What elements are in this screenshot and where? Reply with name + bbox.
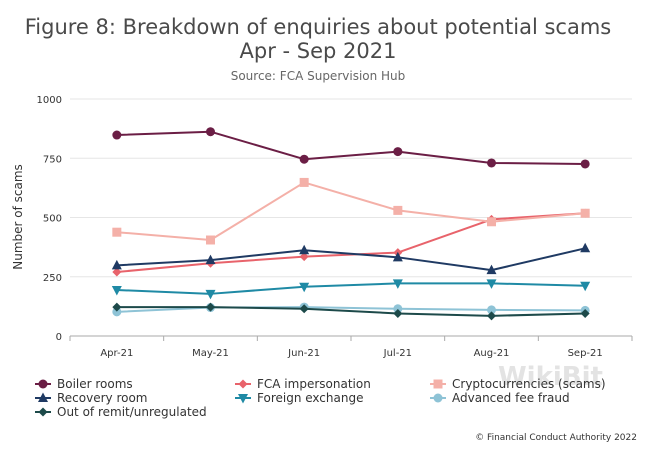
data-point [393, 147, 403, 157]
legend-marker [38, 379, 48, 389]
data-point [580, 208, 590, 218]
x-tick-label: Sep-21 [568, 348, 603, 359]
data-point [111, 259, 122, 270]
chart-title: Figure 8: Breakdown of enquiries about p… [25, 15, 612, 39]
data-point [206, 302, 215, 312]
data-point [112, 267, 122, 277]
legend: Boiler rooms FCA impersonation Cryptocurre… [35, 377, 606, 419]
y-axis-title: Number of scams [11, 164, 25, 270]
series-line [116, 282, 586, 295]
series-line [116, 212, 586, 274]
legend-label: Recovery room [57, 391, 148, 405]
data-point [487, 311, 496, 321]
data-point [206, 235, 215, 245]
series-group [111, 127, 591, 321]
legend-marker [433, 379, 443, 389]
data-point [486, 279, 497, 289]
y-tick-label: 750 [43, 154, 62, 165]
x-tick-label: Jun-21 [287, 348, 320, 359]
legend-item: Recovery room [35, 391, 148, 405]
x-tick-label: Apr-21 [100, 348, 133, 359]
watermark-text: WikiBit [498, 362, 603, 392]
legend-item: Cryptocurrencies (scams) [430, 377, 606, 391]
data-point [205, 254, 216, 265]
data-point [112, 307, 122, 317]
y-tick-label: 500 [43, 214, 62, 225]
data-point [393, 308, 403, 318]
y-tick-label: 0 [56, 332, 62, 343]
data-point [393, 304, 403, 314]
data-point [487, 158, 496, 168]
data-point [112, 227, 122, 237]
data-point [206, 127, 215, 137]
series-boiler-rooms [112, 127, 590, 169]
data-point [299, 177, 309, 187]
data-point [299, 244, 310, 255]
legend-item: Advanced fee fraud [430, 391, 570, 405]
chart-title-line2: Apr - Sep 2021 [240, 39, 397, 63]
legend-marker [38, 407, 48, 417]
series-line [116, 247, 586, 272]
legend-label: Advanced fee fraud [452, 391, 570, 405]
series-line [116, 181, 586, 242]
legend-marker [433, 393, 443, 403]
legend-marker [238, 379, 248, 389]
x-tick-label: Aug-21 [474, 348, 510, 359]
data-point [299, 304, 309, 314]
data-point [392, 279, 403, 289]
y-axis-ticks: 0 250 500 750 1000 [37, 95, 62, 343]
series-foreign-exchange [111, 279, 591, 300]
series-line [116, 130, 586, 165]
legend-label: FCA impersonation [257, 377, 371, 391]
data-point [580, 308, 590, 318]
legend-marker [238, 394, 248, 404]
series-line [116, 306, 586, 317]
data-point [487, 217, 496, 227]
y-tick-label: 250 [43, 273, 62, 284]
series-cryptocurrencies-scams [112, 177, 590, 245]
legend-item: Boiler rooms [35, 377, 133, 391]
data-point [299, 282, 310, 293]
data-point [112, 302, 122, 312]
data-point [393, 205, 403, 215]
data-point [487, 305, 496, 315]
data-point [299, 252, 309, 262]
data-point [205, 289, 216, 300]
legend-item: FCA impersonation [235, 377, 371, 391]
chart-subtitle: Source: FCA Supervision Hub [231, 69, 406, 83]
series-out-of-remit-unregulated [112, 302, 590, 321]
data-point [580, 159, 590, 169]
copyright-text: © Financial Conduct Authority 2022 [475, 433, 637, 443]
x-tick-label: May-21 [192, 348, 229, 359]
x-axis: Apr-21 May-21 Jun-21 Jul-21 Aug-21 Sep-21 [69, 335, 633, 359]
legend-item: Out of remit/unregulated [35, 405, 207, 419]
data-point [392, 251, 403, 262]
legend-label: Out of remit/unregulated [57, 405, 207, 419]
series-recovery-room [111, 242, 591, 275]
data-point [111, 286, 122, 296]
data-point [486, 264, 497, 275]
series-line [116, 306, 586, 313]
legend-item: Foreign exchange [235, 391, 363, 405]
x-tick-label: Jul-21 [383, 348, 412, 359]
data-point [299, 154, 309, 164]
legend-label: Boiler rooms [57, 377, 133, 391]
legend-label: Cryptocurrencies (scams) [452, 377, 606, 391]
y-tick-label: 1000 [37, 95, 62, 106]
data-point [580, 242, 591, 253]
data-point [112, 130, 122, 140]
legend-label: Foreign exchange [257, 391, 363, 405]
data-point [580, 281, 591, 292]
legend-marker [38, 392, 48, 402]
